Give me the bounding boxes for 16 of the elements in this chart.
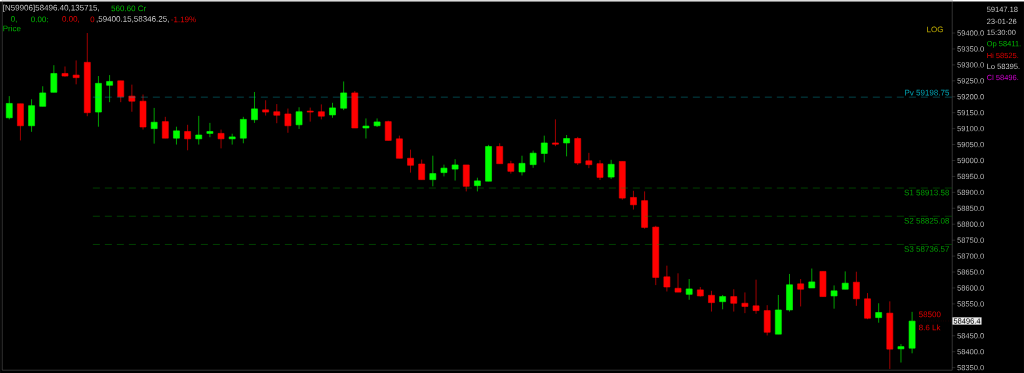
annotation: ,59400.15,58346.25, xyxy=(96,15,169,23)
annotation: -1.19% xyxy=(171,16,196,23)
text: [N59906]58496.40,135715, xyxy=(3,4,99,12)
ref-line-label: S2 58825.08 xyxy=(904,217,950,224)
annotation: 0 xyxy=(90,16,95,23)
annotation: 0, xyxy=(11,15,17,23)
ref-line-label: S3 58736.57 xyxy=(904,245,949,252)
text: 58500 xyxy=(919,311,941,318)
y-axis-title: Price xyxy=(3,25,21,32)
annotation: 0.00, xyxy=(62,15,80,23)
annotation: 560.60 Cr xyxy=(111,5,147,12)
ref-line-label: Pv 59198.75 xyxy=(905,89,950,96)
annotation: 0.00: xyxy=(31,16,48,23)
text: 8.6 Lk xyxy=(919,324,941,331)
ref-line-label: S1 58913.58 xyxy=(904,189,950,196)
text: LOG xyxy=(927,26,943,33)
